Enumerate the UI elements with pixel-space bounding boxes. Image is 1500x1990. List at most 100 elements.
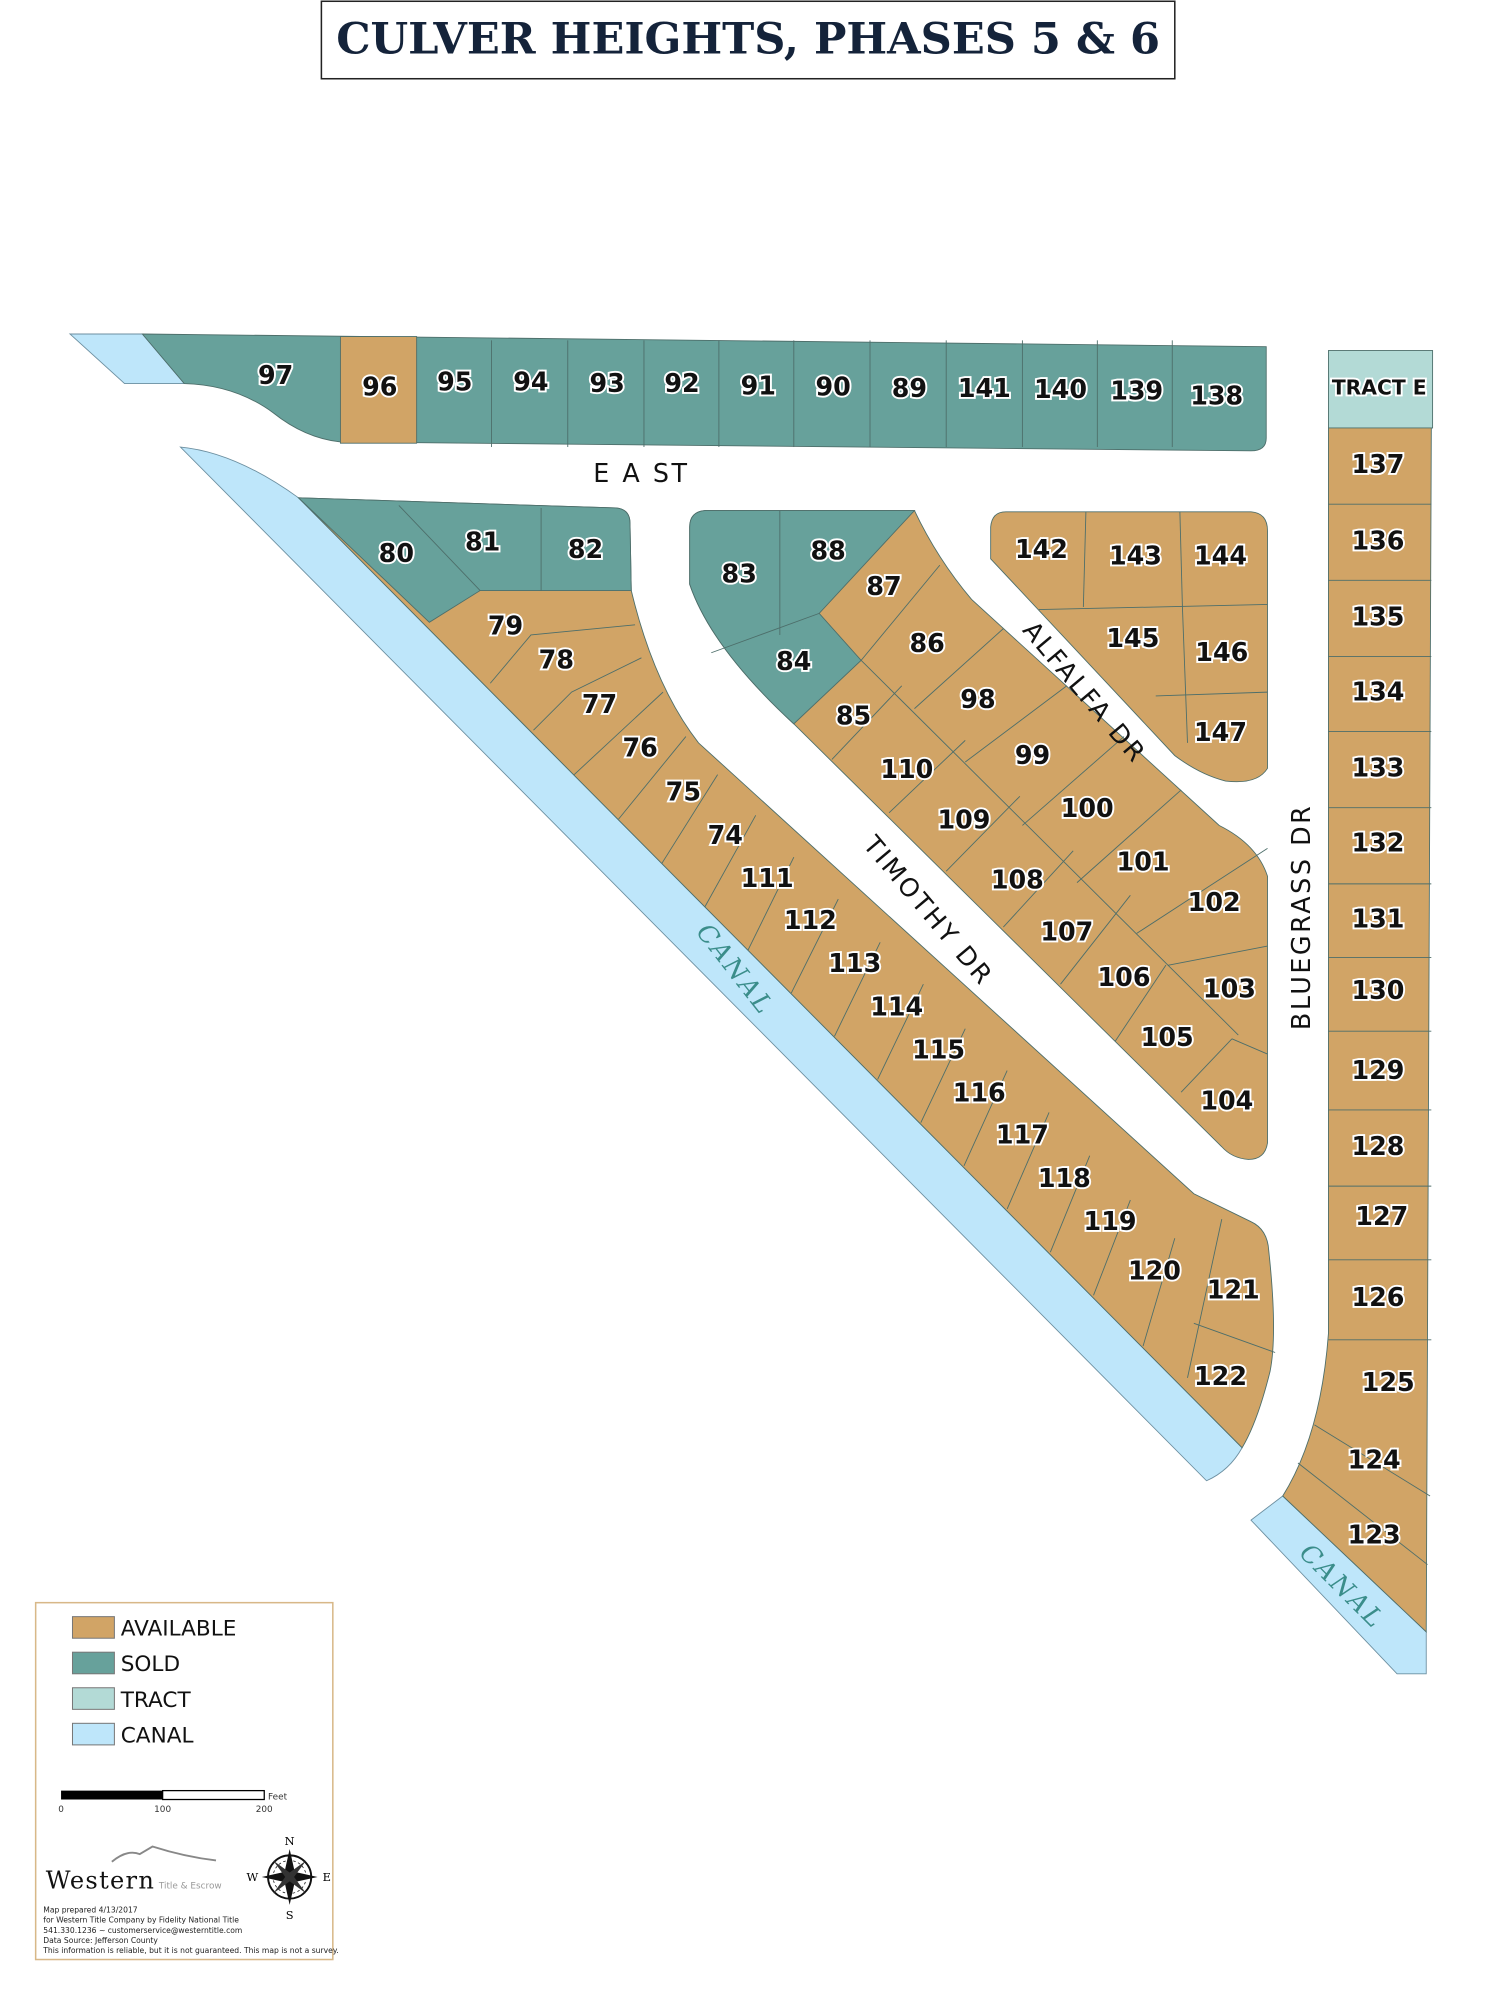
middle-lot-dividers <box>711 510 1268 1093</box>
lot-125-label: 125 <box>1362 1367 1415 1397</box>
lot-126-label: 126 <box>1352 1282 1405 1312</box>
street-label-bluegrass: BLUEGRASS DR <box>1286 804 1316 1030</box>
legend-swatch-tract <box>71 1687 115 1710</box>
lot-124-label: 124 <box>1348 1445 1401 1475</box>
lot-142-label: 142 <box>1015 534 1068 564</box>
block-top-strip <box>141 333 1267 452</box>
lot-121-label: 121 <box>1207 1275 1260 1305</box>
map-note: Map prepared 4/13/2017 <box>43 1906 138 1915</box>
lot-77-label: 77 <box>582 689 617 719</box>
lot-107-label: 107 <box>1040 916 1093 946</box>
lot-127-label: 127 <box>1355 1201 1408 1231</box>
lot-133-label: 133 <box>1352 753 1405 783</box>
lot-114-label: 114 <box>870 991 923 1021</box>
legend-swatch-canal <box>71 1722 115 1746</box>
title-box: CULVER HEIGHTS, PHASES 5 & 6 <box>320 0 1176 80</box>
lot-117-label: 117 <box>996 1120 1049 1150</box>
lot-97-label: 97 <box>258 360 293 390</box>
compass-e: E <box>323 1870 331 1884</box>
lot-76-label: 76 <box>622 732 657 762</box>
lot-88-label: 88 <box>810 535 845 565</box>
northeast-lot-dividers <box>1038 511 1268 743</box>
lot-78-label: 78 <box>539 645 574 675</box>
east-lot-dividers <box>1297 503 1432 1565</box>
lot-118-label: 118 <box>1038 1163 1091 1193</box>
compass-n: N <box>285 1834 295 1848</box>
legend-label-available: AVAILABLE <box>121 1617 237 1642</box>
lot-139-label: 139 <box>1110 375 1163 405</box>
legend: AVAILABLE SOLD TRACT CANAL 0 100 200 Feet W… <box>34 1601 339 1961</box>
lot-85-label: 85 <box>836 701 871 731</box>
legend-swatch-sold <box>71 1651 115 1675</box>
legend-swatch-available <box>71 1616 115 1639</box>
lot-123-label: 123 <box>1348 1520 1401 1550</box>
lot-75-label: 75 <box>666 777 701 807</box>
legend-label-sold: SOLD <box>121 1652 180 1677</box>
lot-111-label: 111 <box>741 863 794 893</box>
scale-tick: 100 <box>154 1805 171 1815</box>
compass-s: S <box>286 1908 294 1922</box>
map-note: This information is reliable, but it is … <box>42 1946 338 1955</box>
lot-98-label: 98 <box>960 684 995 714</box>
lot-93-label: 93 <box>589 368 624 398</box>
tract-e-parcel <box>1328 350 1434 429</box>
lot-91-label: 91 <box>741 370 776 400</box>
lot-112-label: 112 <box>784 905 837 935</box>
lot-95-label: 95 <box>437 367 472 397</box>
map-note: Data Source: Jefferson County <box>43 1936 158 1945</box>
lot-145-label: 145 <box>1106 623 1159 653</box>
lot-110-label: 110 <box>880 754 933 784</box>
lot-106-label: 106 <box>1098 962 1151 992</box>
lot-141-label: 141 <box>958 373 1011 403</box>
legend-label-tract: TRACT <box>120 1688 192 1713</box>
block-east <box>1282 427 1432 1633</box>
lot-79-label: 79 <box>488 610 523 640</box>
lot-105-label: 105 <box>1141 1022 1194 1052</box>
tract-e-label: TRACT E <box>1332 376 1427 400</box>
lot-146-label: 146 <box>1195 637 1248 667</box>
lot-94-label: 94 <box>513 367 548 397</box>
lot-115-label: 115 <box>912 1035 965 1065</box>
lot-82-label: 82 <box>568 534 603 564</box>
lot-80-label: 80 <box>379 538 414 568</box>
lot-128-label: 128 <box>1352 1131 1405 1161</box>
lot-90-label: 90 <box>816 372 851 402</box>
lot-135-label: 135 <box>1352 601 1405 631</box>
lot-147-label: 147 <box>1194 717 1247 747</box>
lot-136-label: 136 <box>1352 525 1405 555</box>
lot-100-label: 100 <box>1061 793 1114 823</box>
compass-rose-icon: N S E W <box>246 1834 331 1922</box>
lot-143-label: 143 <box>1109 541 1162 571</box>
lot-137-label: 137 <box>1352 449 1405 479</box>
lot-131-label: 131 <box>1352 904 1405 934</box>
lot-102-label: 102 <box>1188 887 1241 917</box>
west-lot-dividers <box>398 505 1276 1378</box>
western-logo: Western Title & Escrow <box>46 1845 222 1894</box>
lot-119-label: 119 <box>1084 1206 1137 1236</box>
lot-109-label: 109 <box>938 805 991 835</box>
scale-tick: 0 <box>58 1805 64 1815</box>
lot-101-label: 101 <box>1117 847 1170 877</box>
scale-bar: 0 100 200 Feet <box>58 1789 288 1815</box>
map-note: for Western Title Company by Fidelity Na… <box>43 1916 239 1925</box>
lot-83-label: 83 <box>722 558 757 588</box>
lot-74-label: 74 <box>708 820 743 850</box>
canal-bottom-right <box>1250 1495 1427 1675</box>
lot-132-label: 132 <box>1352 828 1405 858</box>
logo-tagline: Title & Escrow <box>158 1881 222 1891</box>
scale-unit: Feet <box>268 1793 288 1803</box>
lot-96-label: 96 <box>362 372 397 402</box>
lot-129-label: 129 <box>1352 1055 1405 1085</box>
lot-138-label: 138 <box>1190 380 1243 410</box>
compass-w: W <box>246 1870 258 1884</box>
lot-104-label: 104 <box>1200 1085 1253 1115</box>
lot-81-label: 81 <box>465 527 500 557</box>
lot-99-label: 99 <box>1015 740 1050 770</box>
lot-labels: 97 96 95 94 93 92 91 90 89 141 140 139 138 137 136 135 1… <box>256 358 1416 1551</box>
lot-134-label: 134 <box>1352 676 1405 706</box>
lot-140-label: 140 <box>1034 374 1087 404</box>
legend-label-canal: CANAL <box>121 1723 194 1748</box>
block-west-sold <box>297 497 632 623</box>
map-title: CULVER HEIGHTS, PHASES 5 & 6 <box>336 13 1160 64</box>
lot-89-label: 89 <box>892 373 927 403</box>
